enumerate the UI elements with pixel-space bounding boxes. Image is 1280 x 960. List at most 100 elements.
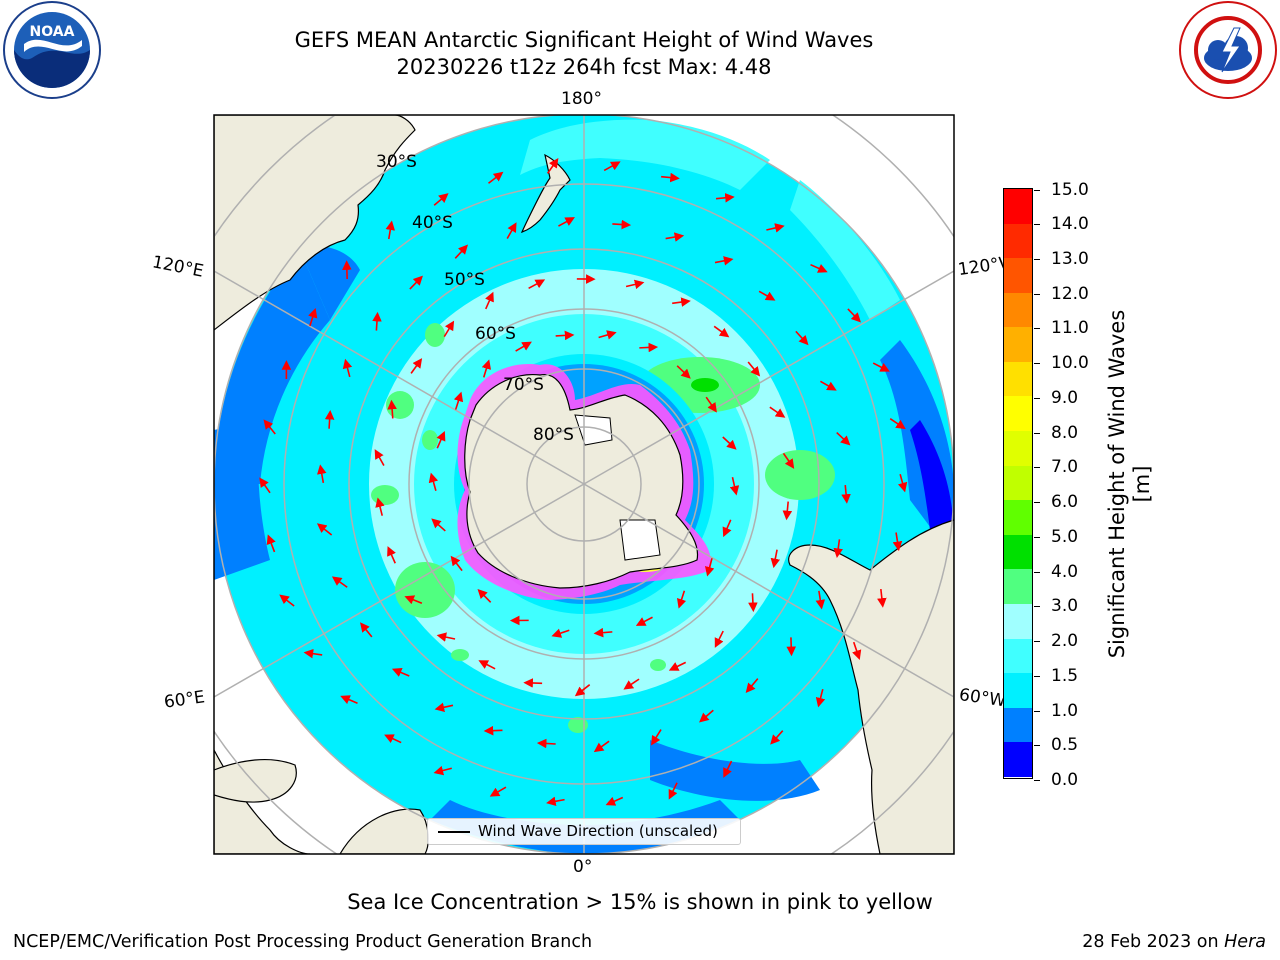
map-legend: Wind Wave Direction (unscaled) — [427, 818, 741, 845]
direction-arrow — [603, 161, 621, 172]
direction-arrow — [279, 594, 295, 607]
colorbar-tick-label: 9.0 — [1051, 387, 1079, 408]
direction-arrow — [593, 740, 610, 753]
direction-arrow — [623, 678, 640, 690]
direction-arrow — [593, 627, 613, 638]
direction-arrow — [263, 419, 276, 435]
direction-arrow — [551, 628, 570, 638]
legend-label: Wind Wave Direction (unscaled) — [478, 822, 718, 840]
direction-arrow — [820, 380, 837, 391]
colorbar-segment — [1004, 534, 1032, 570]
direction-arrow — [770, 549, 781, 569]
colorbar-tick-label: 6.0 — [1051, 492, 1079, 513]
colorbar-segment — [1004, 327, 1032, 362]
direction-arrow — [598, 330, 617, 340]
colorbar-tick — [1034, 780, 1040, 781]
direction-arrow — [661, 172, 680, 183]
colorbar-segment — [1004, 258, 1032, 293]
direction-arrow — [433, 765, 452, 776]
direction-arrow — [536, 738, 556, 749]
colorbar-tick — [1034, 675, 1040, 677]
direction-arrow — [574, 684, 591, 697]
colorbar-tick — [1034, 467, 1040, 469]
footer-credit: NCEP/EMC/Verification Post Processing Pr… — [13, 932, 593, 952]
lat-label-30: 30°S — [376, 152, 417, 172]
direction-arrow — [852, 641, 862, 660]
wind-wave-direction-arrows — [259, 158, 908, 807]
legend-line-sample — [438, 831, 470, 833]
colorbar-tick — [1034, 536, 1040, 538]
colorbar-segment — [1004, 707, 1032, 743]
direction-arrow — [715, 193, 735, 203]
mainland-africa-landmass — [339, 808, 429, 854]
direction-arrow — [316, 523, 333, 536]
direction-arrow — [478, 660, 496, 670]
direction-arrow — [384, 734, 402, 744]
direction-arrow — [477, 588, 492, 603]
colorbar-tick — [1034, 641, 1040, 643]
colorbar-tick — [1034, 258, 1040, 260]
colorbar-tick-label: 3.0 — [1051, 596, 1079, 617]
lon-label-top: 180° — [561, 89, 602, 109]
direction-arrow — [303, 648, 323, 659]
direction-arrow — [847, 308, 861, 323]
colorbar-segment — [1004, 292, 1032, 328]
colorbar-segment — [1004, 673, 1032, 708]
direction-arrow — [374, 449, 385, 466]
map-frame — [213, 114, 955, 855]
direction-arrow — [434, 702, 454, 712]
direction-arrow — [722, 436, 737, 450]
colorbar-tick-label: 12.0 — [1051, 283, 1089, 304]
colorbar-tick — [1034, 293, 1040, 295]
colorbar-tick-label: 13.0 — [1051, 248, 1089, 269]
colorbar-segment — [1004, 361, 1032, 397]
direction-arrow — [714, 256, 734, 266]
direction-arrow — [372, 311, 382, 331]
colorbar-tick-label: 4.0 — [1051, 561, 1079, 582]
colorbar-segment — [1004, 223, 1032, 259]
direction-arrow — [605, 796, 624, 806]
lat-label-50: 50°S — [444, 270, 485, 290]
direction-arrow — [259, 477, 271, 494]
colorbar-tick-label: 8.0 — [1051, 422, 1079, 443]
colorbar-tick — [1034, 502, 1040, 504]
colorbar-tick-label: 11.0 — [1051, 318, 1089, 339]
direction-arrow — [515, 341, 532, 352]
colorbar-tick — [1034, 189, 1040, 191]
direction-arrow — [889, 417, 906, 430]
chart-title-line2: 20230226 t12z 264h fcst Max: 4.48 — [396, 55, 772, 79]
colorbar-tick-label: 10.0 — [1051, 353, 1089, 374]
direction-arrow — [676, 365, 691, 379]
direction-arrow — [782, 501, 793, 521]
direction-arrow — [387, 399, 397, 419]
direction-arrow — [699, 709, 714, 723]
noaa-logo: NOAA — [3, 1, 101, 99]
direction-arrow — [722, 519, 732, 538]
direction-arrow — [714, 630, 724, 648]
colorbar-tick — [1034, 363, 1040, 365]
direction-arrow — [485, 291, 494, 310]
direction-arrow — [489, 786, 507, 797]
svg-text:NOAA: NOAA — [30, 24, 75, 40]
direction-arrow — [481, 359, 492, 378]
direction-arrow — [748, 593, 758, 613]
direction-arrow — [723, 760, 733, 778]
direction-arrow — [833, 539, 843, 558]
direction-arrow — [639, 342, 659, 353]
longitude-lines — [214, 115, 954, 854]
colorbar-segment — [1004, 465, 1032, 501]
lat-label-80: 80°S — [533, 425, 574, 445]
colorbar-tick — [1034, 571, 1040, 573]
colorbar-segment — [1004, 189, 1032, 224]
direction-arrow — [815, 688, 826, 708]
colorbar-tick-label: 1.0 — [1051, 700, 1079, 721]
direction-arrow — [625, 279, 645, 290]
direction-arrow — [436, 632, 456, 642]
colorbar-tick-label: 14.0 — [1051, 214, 1089, 235]
direction-arrow — [897, 473, 908, 493]
colorbar-tick — [1034, 745, 1040, 747]
direction-arrow — [841, 484, 851, 504]
footer-host: Hera — [1224, 932, 1266, 952]
direction-arrow — [488, 171, 504, 184]
